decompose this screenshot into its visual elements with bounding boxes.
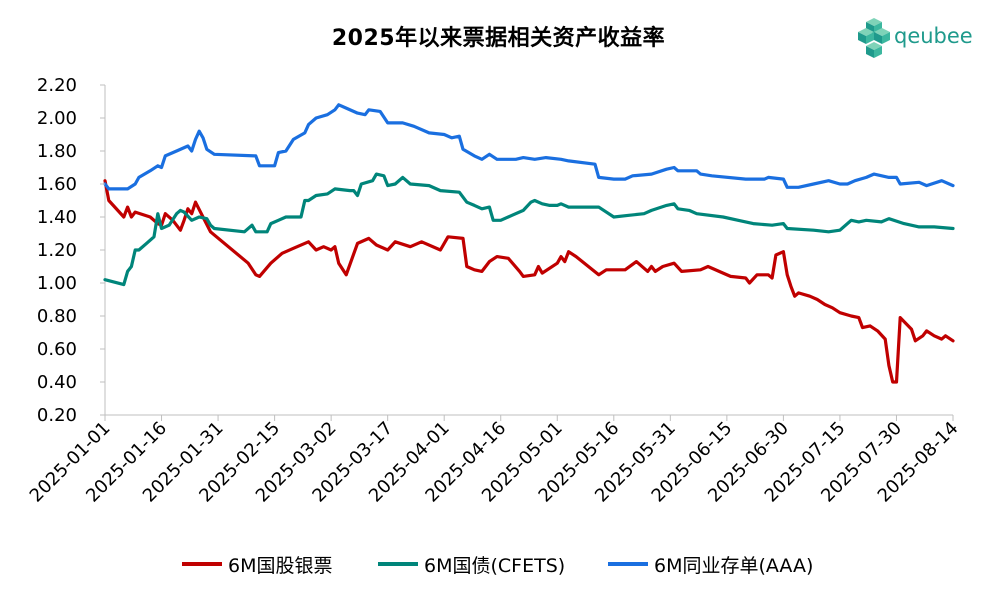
legend-label: 6M同业存单(AAA) (654, 554, 814, 577)
y-tick-label: 2.20 (37, 75, 77, 96)
y-tick-label: 0.20 (37, 405, 77, 426)
chart-legend: 6M国股银票 6M国债(CFETS) 6M同业存单(AAA) (0, 548, 997, 584)
series-lines (103, 103, 955, 384)
y-tick-label: 1.80 (37, 141, 77, 162)
legend-item-guogu-yinpiao: 6M国股银票 (182, 548, 332, 580)
y-tick-label: 0.60 (37, 339, 77, 360)
legend-swatch (378, 562, 418, 566)
y-tick-label: 0.40 (37, 372, 77, 393)
series-line-1 (103, 172, 955, 287)
y-tick-label: 1.40 (37, 207, 77, 228)
legend-item-tongye-cundan: 6M同业存单(AAA) (608, 548, 813, 580)
brand-logo: qeubee (856, 18, 981, 58)
y-tick-label: 1.60 (37, 174, 77, 195)
y-tick-label: 2.00 (37, 108, 77, 129)
x-axis-ticks: 2025-01-012025-01-162025-01-312025-02-15… (26, 415, 963, 507)
series-line-2 (103, 103, 955, 191)
qeubee-cube-logo-icon (858, 18, 890, 58)
legend-swatch (182, 562, 222, 566)
brand-name: qeubee (894, 24, 973, 48)
legend-label: 6M国债(CFETS) (424, 554, 566, 577)
legend-label: 6M国股银票 (228, 554, 333, 577)
y-axis-ticks: 2.20 2.00 1.80 1.60 1.40 1.20 1.00 0.80 0.60 0.40… (37, 75, 105, 426)
chart-title: 2025年以来票据相关资产收益率 (331, 26, 666, 51)
y-tick-label: 0.80 (37, 306, 77, 327)
y-tick-label: 1.20 (37, 240, 77, 261)
legend-swatch (608, 562, 648, 566)
y-tick-label: 1.00 (37, 273, 77, 294)
series-line-0 (103, 179, 955, 384)
legend-item-guozhai: 6M国债(CFETS) (378, 548, 565, 580)
